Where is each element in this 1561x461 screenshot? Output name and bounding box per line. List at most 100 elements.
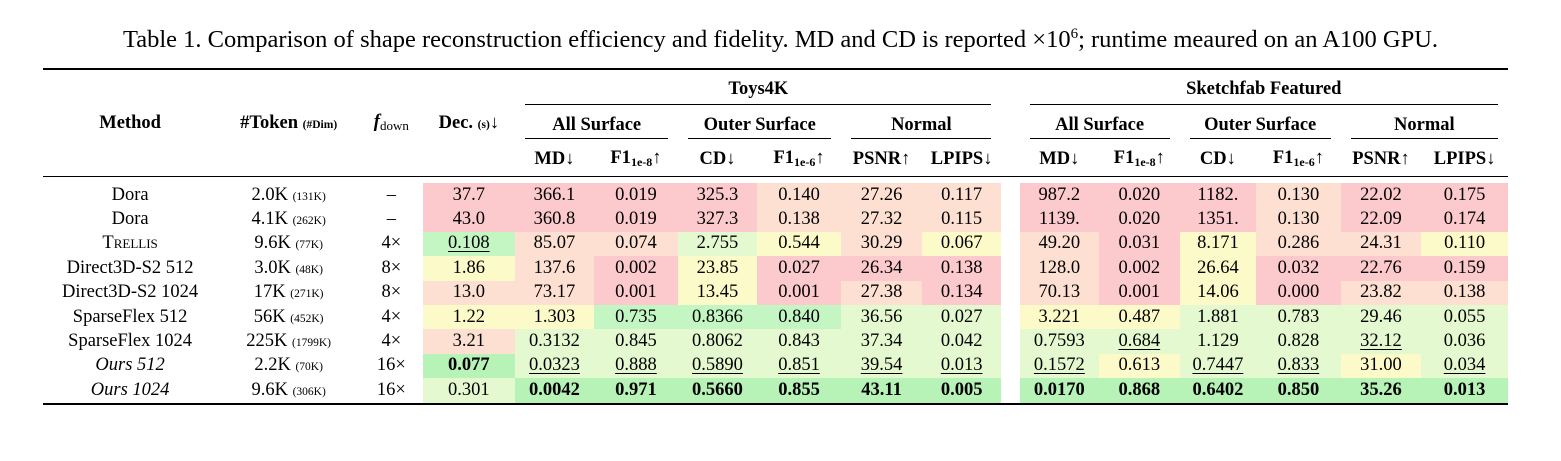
cell-toys-lpips: 0.138 xyxy=(921,256,1002,281)
cell-token-count: 9.6K xyxy=(251,379,288,400)
cell-sketch-md: 3.221 xyxy=(1019,304,1100,330)
table-row: Dora 4.1K (262K) – 43.0 360.8 0.019 327.… xyxy=(43,207,1508,232)
cell-token-count: 17K xyxy=(253,282,286,303)
table-row: Ours 1024 9.6K (306K) 16× 0.301 0.0042 0… xyxy=(43,378,1508,404)
header-fdown: fdown xyxy=(360,69,422,177)
cell-token-dim: (70K) xyxy=(295,361,323,374)
cell-toys-cd: 0.5890 xyxy=(678,353,757,379)
cell-token: 9.6K (77K) xyxy=(217,232,360,256)
cell-toys-lpips: 0.005 xyxy=(921,378,1002,404)
cell-gap xyxy=(1001,232,1019,256)
cell-method: Direct3D-S2 512 xyxy=(66,257,194,278)
header-group-outer-surface: Outer Surface xyxy=(1180,108,1341,142)
header-metric-f1-label: F1 xyxy=(1113,148,1135,168)
header-token: #Token (#Dim) xyxy=(217,69,360,177)
cell-method: SparseFlex 1024 xyxy=(68,331,192,352)
table-row: SparseFlex 1024 225K (1799K) 4× 3.21 0.3… xyxy=(43,329,1508,354)
cell-sketch-f1-1e6: 0.286 xyxy=(1256,231,1341,257)
cell-token: 2.0K (131K) xyxy=(217,183,360,207)
cell-sketch-psnr: 22.09 xyxy=(1340,207,1422,232)
cell-token: 17K (271K) xyxy=(217,281,360,305)
cell-sketch-psnr: 32.12 xyxy=(1340,329,1422,354)
cell-sketch-lpips: 0.036 xyxy=(1421,329,1508,354)
header-metric-lpips: LPIPS↓ xyxy=(1433,148,1496,169)
cell-fdown: 4× xyxy=(381,233,402,254)
cell-toys-lpips: 0.013 xyxy=(921,353,1002,379)
cell-fdown: 4× xyxy=(381,306,402,327)
cell-toys-psnr: 26.34 xyxy=(841,256,922,281)
header-fdown-label: f xyxy=(373,112,380,132)
cell-toys-cd: 0.8366 xyxy=(678,304,757,330)
cell-toys-lpips: 0.115 xyxy=(921,207,1002,232)
cell-toys-md: 0.0042 xyxy=(515,378,594,404)
cell-gap xyxy=(1001,305,1019,329)
cell-fdown: – xyxy=(386,209,396,230)
cell-toys-f1-1e8: 0.074 xyxy=(593,231,679,257)
header-metric-f1-sub: 1e-6 xyxy=(794,155,816,169)
cell-toys-cd: 23.85 xyxy=(678,256,757,281)
cell-token: 56K (452K) xyxy=(217,305,360,329)
header-metric-psnr: PSNR↑ xyxy=(1352,148,1410,169)
cell-gap xyxy=(1001,354,1019,378)
cell-toys-md: 0.0323 xyxy=(515,353,594,379)
header-gap xyxy=(1001,108,1019,142)
cell-sketch-lpips: 0.174 xyxy=(1421,207,1508,232)
cell-token-dim: (131K) xyxy=(292,190,326,203)
cell-toys-psnr: 27.32 xyxy=(841,207,922,232)
cell-sketch-md: 1139. xyxy=(1019,207,1100,232)
cell-toys-f1-1e6: 0.851 xyxy=(756,353,842,379)
cell-toys-lpips: 0.042 xyxy=(921,329,1002,354)
cell-token: 2.2K (70K) xyxy=(217,354,360,378)
table-header: Method #Token (#Dim) fdown Dec. (s)↓ Toy… xyxy=(43,69,1508,177)
header-metric-cd: CD↓ xyxy=(699,148,736,169)
cell-sketch-lpips: 0.013 xyxy=(1421,378,1508,404)
cell-sketch-f1-1e8: 0.020 xyxy=(1099,207,1180,232)
cell-fdown: 8× xyxy=(381,257,402,278)
cell-fdown: 16× xyxy=(376,355,406,376)
cell-method: Ours 512 xyxy=(95,355,165,376)
cell-toys-lpips: 0.027 xyxy=(921,304,1002,330)
cell-toys-lpips: 0.134 xyxy=(921,280,1002,305)
cell-sketch-md: 128.0 xyxy=(1019,256,1100,281)
table-body: Dora 2.0K (131K) – 37.7 366.1 0.019 325.… xyxy=(43,176,1508,404)
cell-toys-cd: 0.8062 xyxy=(678,329,757,354)
cell-toys-cd: 325.3 xyxy=(678,183,757,208)
header-group-all-surface: All Surface xyxy=(515,108,678,142)
cell-toys-f1-1e6: 0.840 xyxy=(756,304,842,330)
cell-toys-f1-1e8: 0.971 xyxy=(593,378,679,404)
header-dataset-sketchfab: Sketchfab Featured xyxy=(1020,69,1508,108)
cell-sketch-f1-1e8: 0.487 xyxy=(1099,304,1180,330)
cell-toys-md: 360.8 xyxy=(515,207,594,232)
comparison-table: Method #Token (#Dim) fdown Dec. (s)↓ Toy… xyxy=(43,68,1508,405)
header-token-label: #Token xyxy=(240,112,299,133)
cell-sketch-md: 0.0170 xyxy=(1019,378,1100,404)
cell-gap xyxy=(1001,183,1019,207)
header-metric-arrow: ↑ xyxy=(1314,148,1324,168)
cell-toys-f1-1e8: 0.019 xyxy=(593,207,679,232)
header-token-dim: (#Dim) xyxy=(302,118,338,131)
cell-sketch-cd: 14.06 xyxy=(1179,280,1257,305)
header-metric-f1-label: F1 xyxy=(610,148,631,168)
cell-dec: 43.0 xyxy=(422,207,516,232)
cell-fdown: – xyxy=(386,184,396,205)
cell-toys-f1-1e8: 0.019 xyxy=(593,183,679,208)
cell-sketch-lpips: 0.175 xyxy=(1421,183,1508,208)
cell-token: 225K (1799K) xyxy=(217,329,360,353)
cell-sketch-md: 49.20 xyxy=(1019,231,1100,257)
table-row: Ours 512 2.2K (70K) 16× 0.077 0.0323 0.8… xyxy=(43,353,1508,379)
cell-token: 3.0K (48K) xyxy=(217,256,360,280)
cell-sketch-cd: 0.6402 xyxy=(1179,378,1257,404)
cell-method: Dora xyxy=(111,184,149,205)
cell-sketch-f1-1e6: 0.783 xyxy=(1256,304,1341,330)
cell-toys-md: 1.303 xyxy=(515,304,594,330)
cell-toys-psnr: 30.29 xyxy=(841,231,922,257)
cell-dec: 0.077 xyxy=(422,353,516,379)
cell-toys-lpips: 0.067 xyxy=(921,231,1002,257)
cell-token-count: 3.0K xyxy=(254,257,291,278)
cell-method: Direct3D-S2 1024 xyxy=(62,282,199,303)
table-caption: Table 1. Comparison of shape reconstruct… xyxy=(0,26,1561,54)
header-metric-f1-label: F1 xyxy=(773,148,795,168)
cell-fdown: 16× xyxy=(376,379,406,400)
cell-toys-f1-1e6: 0.001 xyxy=(756,280,842,305)
cell-toys-cd: 2.755 xyxy=(678,231,757,257)
